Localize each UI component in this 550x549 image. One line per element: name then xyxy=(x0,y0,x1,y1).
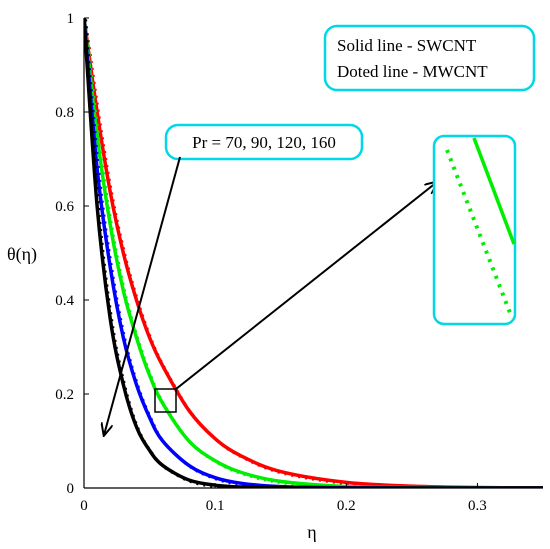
zoom-inset xyxy=(432,134,517,326)
y-tick-label: 0.4 xyxy=(55,293,74,309)
zoom-inset-box xyxy=(432,134,517,326)
y-tick-label: 0.6 xyxy=(55,199,74,215)
pr-arrow xyxy=(104,156,181,435)
y-tick-label: 0.2 xyxy=(55,387,74,403)
inset-dotted-line xyxy=(445,149,514,319)
zoom-arrow xyxy=(175,182,437,390)
y-tick-label: 1 xyxy=(67,11,75,27)
inset-solid-line xyxy=(472,137,516,245)
legend: Solid line - SWCNT Doted line - MWCNT xyxy=(323,24,536,92)
pr-label-box xyxy=(164,123,364,161)
zoom-region-box xyxy=(154,388,177,413)
y-axis-label: θ(η) xyxy=(7,244,37,265)
x-tick-label: 0.2 xyxy=(337,498,356,514)
series-line-pr-160-mwcnt xyxy=(84,19,543,488)
x-tick-label: 0.3 xyxy=(468,498,487,514)
legend-line-solid: Solid line - SWCNT xyxy=(337,36,477,55)
x-tick-label: 0.1 xyxy=(206,498,225,514)
pr-label: Pr = 70, 90, 120, 160 xyxy=(192,133,336,152)
x-axis-label: η xyxy=(307,522,316,542)
legend-line-dotted: Doted line - MWCNT xyxy=(337,62,488,81)
y-tick-label: 0 xyxy=(67,481,75,497)
series-line-pr-90-mwcnt xyxy=(84,19,543,488)
x-tick-label: 0 xyxy=(80,498,88,514)
x-ticks-group: 0 0.1 0.2 0.3 xyxy=(80,483,487,514)
pr-annotation: Pr = 70, 90, 120, 160 xyxy=(104,123,364,435)
y-ticks-group: 0 0.2 0.4 0.6 0.8 1 xyxy=(55,11,89,497)
legend-box xyxy=(323,24,536,92)
y-tick-label: 0.8 xyxy=(55,105,74,121)
